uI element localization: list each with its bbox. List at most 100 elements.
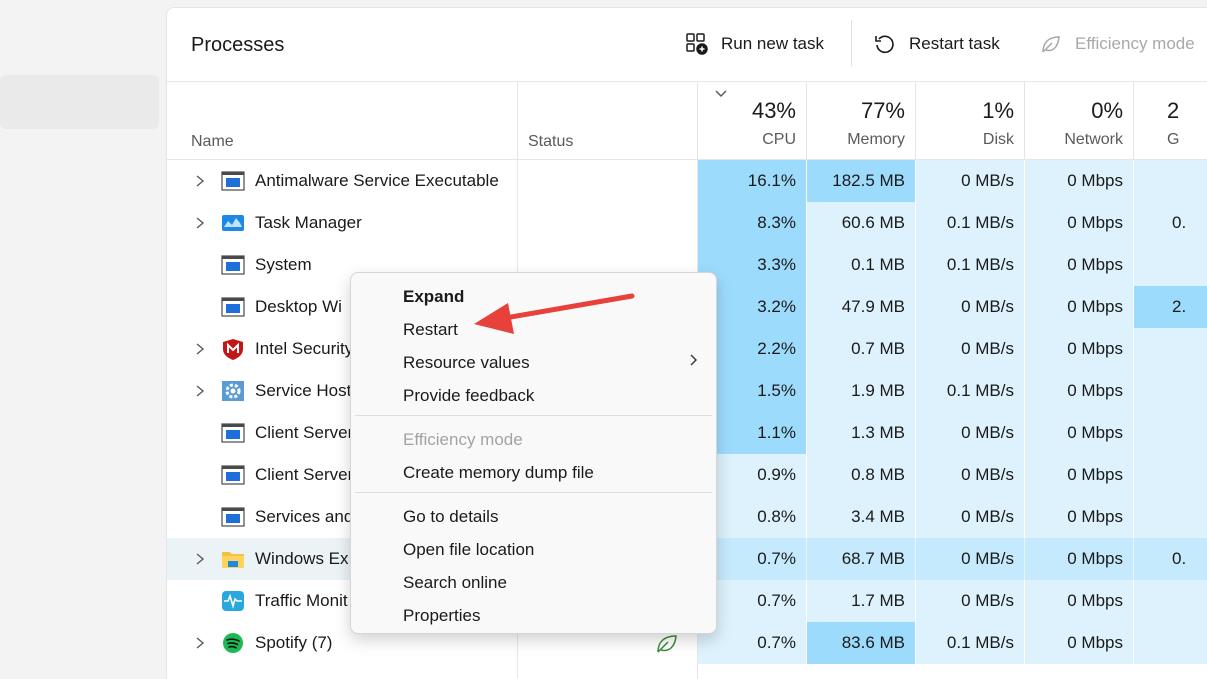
chevron-right-icon[interactable] bbox=[193, 384, 207, 398]
restart-icon bbox=[873, 32, 897, 56]
column-divider[interactable] bbox=[1133, 82, 1134, 160]
disk-cell: 0.1 MB/s bbox=[916, 622, 1024, 664]
run-new-task-button[interactable]: Run new task bbox=[685, 30, 824, 58]
disk-total: 1% bbox=[982, 98, 1014, 123]
efficiency-mode-button[interactable]: Efficiency mode bbox=[1039, 30, 1195, 58]
process-name: Client Server bbox=[255, 465, 354, 484]
toolbar-separator bbox=[851, 20, 852, 66]
sidebar bbox=[0, 0, 166, 679]
memory-cell: 182.5 MB bbox=[807, 160, 915, 202]
process-row[interactable]: Intel Security 2.2% 0.7 MB 0 MB/s 0 Mbps bbox=[167, 328, 1207, 370]
menu-item-properties[interactable]: Properties bbox=[403, 606, 481, 625]
process-row[interactable]: Antimalware Service Executable 16.1% 182… bbox=[167, 160, 1207, 202]
menu-item-search-online[interactable]: Search online bbox=[403, 573, 507, 592]
column-header-disk[interactable]: 1% Disk bbox=[916, 98, 1014, 149]
restart-task-button[interactable]: Restart task bbox=[873, 30, 1000, 58]
menu-item-go-to-details[interactable]: Go to details bbox=[403, 507, 499, 526]
gpu-cell bbox=[1134, 580, 1207, 622]
header-bottom-divider bbox=[167, 159, 1207, 160]
network-cell: 0 Mbps bbox=[1025, 160, 1133, 202]
gpu-cell bbox=[1134, 370, 1207, 412]
process-name: Task Manager bbox=[255, 213, 362, 232]
gpu-cell: 0. bbox=[1134, 538, 1207, 580]
menu-item-efficiency-mode[interactable]: Efficiency mode bbox=[403, 430, 523, 449]
network-label: Network bbox=[1064, 131, 1123, 148]
network-cell: 0 Mbps bbox=[1025, 286, 1133, 328]
app-window-icon bbox=[221, 255, 245, 275]
disk-cell: 0 MB/s bbox=[916, 538, 1024, 580]
memory-cell: 3.4 MB bbox=[807, 496, 915, 538]
app-window-icon bbox=[221, 297, 245, 317]
menu-item-expand[interactable]: Expand bbox=[403, 287, 465, 306]
column-divider[interactable] bbox=[1024, 82, 1025, 160]
sidebar-selected-item[interactable] bbox=[0, 75, 159, 129]
disk-label: Disk bbox=[982, 131, 1014, 148]
gpu-label: G bbox=[1167, 131, 1180, 148]
network-cell: 0 Mbps bbox=[1025, 580, 1133, 622]
cpu-total: 43% bbox=[751, 98, 796, 123]
app-window-icon bbox=[221, 171, 245, 191]
process-name: Windows Ex bbox=[255, 549, 349, 568]
process-name: Antimalware Service Executable bbox=[255, 171, 499, 190]
memory-cell: 83.6 MB bbox=[807, 622, 915, 664]
memory-cell: 1.3 MB bbox=[807, 412, 915, 454]
process-row[interactable]: Task Manager 8.3% 60.6 MB 0.1 MB/s 0 Mbp… bbox=[167, 202, 1207, 244]
memory-total: 77% bbox=[860, 98, 905, 123]
menu-item-provide-feedback[interactable]: Provide feedback bbox=[403, 386, 535, 405]
leaf-icon bbox=[1039, 32, 1063, 56]
column-header-network[interactable]: 0% Network bbox=[1025, 98, 1123, 149]
mcafee-shield-icon bbox=[223, 339, 243, 360]
process-name: System bbox=[255, 255, 312, 274]
column-header-name[interactable]: Name bbox=[191, 133, 234, 150]
network-cell: 0 Mbps bbox=[1025, 412, 1133, 454]
gpu-total: 2 bbox=[1167, 98, 1180, 123]
process-name: Client Server bbox=[255, 423, 354, 442]
column-header-status[interactable]: Status bbox=[528, 133, 574, 150]
traffic-monitor-icon bbox=[222, 591, 244, 611]
chevron-right-icon[interactable] bbox=[193, 342, 207, 356]
header-divider bbox=[167, 81, 1207, 82]
menu-item-open-file-location[interactable]: Open file location bbox=[403, 540, 535, 559]
submenu-chevron-icon bbox=[690, 354, 697, 366]
efficiency-leaf-icon bbox=[657, 635, 677, 653]
column-divider[interactable] bbox=[697, 82, 698, 160]
memory-cell: 47.9 MB bbox=[807, 286, 915, 328]
column-header-memory[interactable]: 77% Memory bbox=[807, 98, 905, 149]
chevron-right-icon[interactable] bbox=[193, 174, 207, 188]
column-header-cpu[interactable]: 43% CPU bbox=[698, 98, 796, 149]
column-divider[interactable] bbox=[806, 82, 807, 160]
gpu-cell bbox=[1134, 328, 1207, 370]
chevron-right-icon[interactable] bbox=[193, 636, 207, 650]
memory-cell: 60.6 MB bbox=[807, 202, 915, 244]
network-cell: 0 Mbps bbox=[1025, 202, 1133, 244]
chevron-right-icon[interactable] bbox=[193, 216, 207, 230]
network-cell: 0 Mbps bbox=[1025, 538, 1133, 580]
menu-item-resource-values[interactable]: Resource values bbox=[403, 353, 530, 372]
app-window-icon bbox=[221, 423, 245, 443]
menu-item-restart[interactable]: Restart bbox=[403, 320, 458, 339]
process-row[interactable]: Traffic Monit 0.7% 1.7 MB 0 MB/s 0 Mbps bbox=[167, 580, 1207, 622]
network-total: 0% bbox=[1091, 98, 1123, 123]
disk-cell: 0 MB/s bbox=[916, 286, 1024, 328]
network-cell: 0 Mbps bbox=[1025, 622, 1133, 664]
memory-cell: 0.1 MB bbox=[807, 244, 915, 286]
gpu-cell bbox=[1134, 454, 1207, 496]
column-divider[interactable] bbox=[915, 82, 916, 160]
disk-cell: 0 MB/s bbox=[916, 454, 1024, 496]
chevron-right-icon[interactable] bbox=[193, 552, 207, 566]
column-divider[interactable] bbox=[517, 82, 518, 160]
menu-separator bbox=[355, 415, 712, 416]
column-header-gpu[interactable]: 2 G bbox=[1167, 98, 1207, 149]
process-row[interactable]: Spotify (7) 0.7% 83.6 MB 0.1 MB/s 0 Mbps bbox=[167, 622, 1207, 664]
memory-label: Memory bbox=[847, 131, 905, 148]
process-row[interactable]: Desktop Wi 3.2% 47.9 MB 0 MB/s 0 Mbps 2. bbox=[167, 286, 1207, 328]
memory-cell: 0.8 MB bbox=[807, 454, 915, 496]
processes-panel: Processes Run new task Restart task Effi… bbox=[166, 7, 1207, 679]
memory-cell: 0.7 MB bbox=[807, 328, 915, 370]
gpu-cell bbox=[1134, 412, 1207, 454]
network-cell: 0 Mbps bbox=[1025, 244, 1133, 286]
menu-item-create-dump[interactable]: Create memory dump file bbox=[403, 463, 594, 482]
app-window-icon bbox=[221, 465, 245, 485]
run-new-task-icon bbox=[685, 32, 709, 56]
process-row[interactable]: System 3.3% 0.1 MB 0.1 MB/s 0 Mbps bbox=[167, 244, 1207, 286]
